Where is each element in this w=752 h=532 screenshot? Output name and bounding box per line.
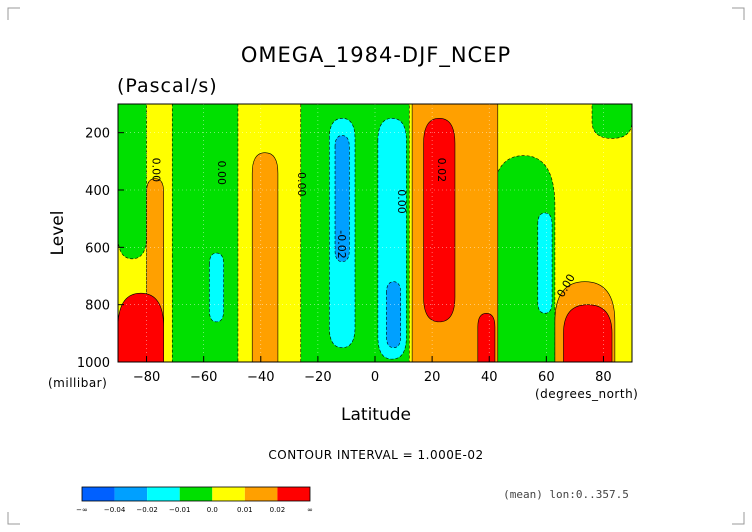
x-tick-label: −80 bbox=[133, 370, 160, 385]
x-tick-label: −60 bbox=[190, 370, 217, 385]
contour-value-label: -0.02 bbox=[335, 230, 348, 258]
contour-region-negative-strong bbox=[386, 281, 401, 348]
contour-region-positive-strong bbox=[423, 118, 456, 323]
contour-labels: 0.00 0.00 0.00-0.020.000.020.00 bbox=[149, 158, 578, 300]
x-tick-label: 20 bbox=[424, 370, 441, 385]
page-corner-marks bbox=[7, 7, 745, 525]
x-tick-label: −40 bbox=[247, 370, 274, 385]
x-tick-label: 40 bbox=[481, 370, 498, 385]
contour-value-label: 0.00 bbox=[295, 172, 308, 197]
colorbar-label: 0.01 bbox=[237, 506, 253, 514]
contour-value-label: 0.00 bbox=[395, 189, 408, 214]
colorbar-swatch bbox=[82, 487, 115, 501]
contour-region-positive-strong bbox=[118, 292, 164, 362]
colorbar-swatch bbox=[114, 487, 148, 501]
colorbar-label: −0.01 bbox=[169, 506, 190, 514]
colorbar-label: ∞ bbox=[307, 506, 313, 514]
axes: −80 −60 −40 −20 0 20 40 60 80 200 400 600 800 1000 bbox=[77, 127, 612, 385]
contour-region-negative-mid bbox=[537, 212, 553, 314]
contour-value-label: 0.00 bbox=[215, 161, 228, 186]
y-axis-label: Level bbox=[48, 211, 68, 256]
contour-interval-text: CONTOUR INTERVAL = 1.000E-02 bbox=[268, 448, 483, 462]
chart-title: OMEGA_1984-DJF_NCEP bbox=[241, 43, 511, 68]
colorbar-swatch bbox=[244, 487, 278, 501]
y-tick-label: 1000 bbox=[77, 356, 110, 371]
colorbar-label: 0.0 bbox=[207, 506, 218, 514]
colorbar-swatch bbox=[212, 487, 245, 501]
contour-value-label: 0.00 bbox=[149, 158, 162, 183]
colorbar-label: −0.04 bbox=[104, 506, 126, 514]
contour-region-negative-weak bbox=[118, 104, 147, 260]
x-axis-label: Latitude bbox=[341, 405, 411, 425]
grid-lines bbox=[118, 104, 632, 362]
y-tick-label: 800 bbox=[85, 299, 110, 314]
colorbar-label: 0.02 bbox=[270, 506, 286, 514]
y-axis-units: (millibar) bbox=[48, 376, 107, 390]
x-tick-label: −20 bbox=[304, 370, 331, 385]
contour-value-label: 0.02 bbox=[435, 158, 448, 183]
colorbar-swatch bbox=[179, 487, 213, 501]
contour-region-negative-weak bbox=[491, 155, 556, 362]
x-axis-units: (degrees_north) bbox=[535, 387, 638, 401]
mean-longitude-text: (mean) lon:0..357.5 bbox=[503, 488, 629, 501]
contour-region-negative-weak bbox=[171, 104, 239, 362]
contour-region-positive-strong bbox=[563, 304, 613, 362]
x-tick-label: 0 bbox=[371, 370, 379, 385]
contour-region-negative-weak bbox=[591, 104, 632, 139]
colorbar: −∞ −0.04 −0.02 −0.01 0.0 0.01 0.02 ∞ bbox=[76, 486, 313, 514]
y-tick-label: 200 bbox=[85, 127, 110, 142]
chart-units: (Pascal/s) bbox=[117, 75, 218, 97]
colorbar-swatch bbox=[277, 487, 310, 501]
x-tick-label: 60 bbox=[538, 370, 555, 385]
y-tick-label: 600 bbox=[85, 241, 110, 256]
y-tick-label: 400 bbox=[85, 184, 110, 199]
plot-area bbox=[118, 104, 632, 362]
contour-region-positive-strong bbox=[477, 312, 496, 362]
contour-region-negative-strong bbox=[334, 135, 350, 262]
colorbar-label: −0.02 bbox=[136, 506, 157, 514]
colorbar-swatch bbox=[147, 487, 180, 501]
colorbar-label: −∞ bbox=[76, 506, 88, 514]
contour-region-negative-mid bbox=[209, 252, 224, 323]
contour-region-positive-mid bbox=[251, 152, 279, 362]
colorbar-frame bbox=[81, 486, 311, 502]
x-tick-label: 80 bbox=[595, 370, 612, 385]
